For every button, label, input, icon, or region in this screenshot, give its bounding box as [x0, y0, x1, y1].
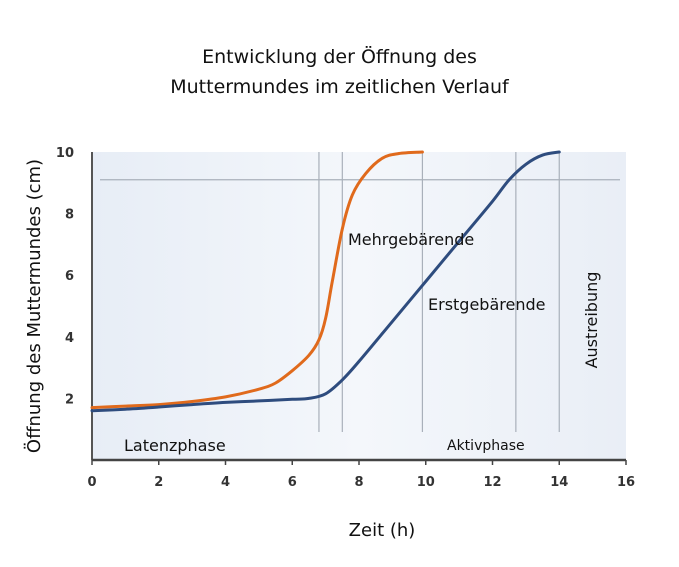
- x-tick-label-8: 8: [354, 475, 363, 490]
- annotation-erstgebaerende: Erstgebärende: [428, 295, 545, 314]
- plot-area: [92, 152, 626, 460]
- x-tick-label-4: 4: [221, 475, 230, 490]
- y-axis-label: Öffnung des Muttermundes (cm): [23, 159, 45, 453]
- annotation-austreibung: Austreibung: [582, 272, 601, 369]
- x-tick-label-12: 12: [483, 475, 501, 490]
- y-tick-label-10: 10: [56, 146, 74, 161]
- series-line-mehrgebaerende: [90, 150, 424, 410]
- x-tick-label-16: 16: [617, 475, 635, 490]
- chart-title-line-2: Muttermundes im zeitlichen Verlauf: [170, 76, 509, 98]
- y-tick-label-8: 8: [65, 208, 74, 223]
- y-tick-label-6: 6: [65, 269, 74, 284]
- x-axis-label: Zeit (h): [349, 520, 416, 541]
- y-tick-label-4: 4: [65, 331, 74, 346]
- x-tick-label-14: 14: [550, 475, 568, 490]
- x-tick-label-10: 10: [417, 475, 435, 490]
- y-tick-label-2: 2: [65, 392, 74, 407]
- x-tick-label-6: 6: [288, 475, 297, 490]
- x-tick-label-0: 0: [87, 475, 96, 490]
- annotation-aktivphase: Aktivphase: [447, 438, 525, 454]
- x-tick-label-2: 2: [154, 475, 163, 490]
- annotation-latenzphase: Latenzphase: [124, 436, 226, 455]
- chart-title-line-1: Entwicklung der Öffnung des: [202, 46, 477, 68]
- annotation-mehrgebaerende: Mehrgebärende: [348, 230, 474, 249]
- series-line-erstgebaerende: [90, 150, 561, 413]
